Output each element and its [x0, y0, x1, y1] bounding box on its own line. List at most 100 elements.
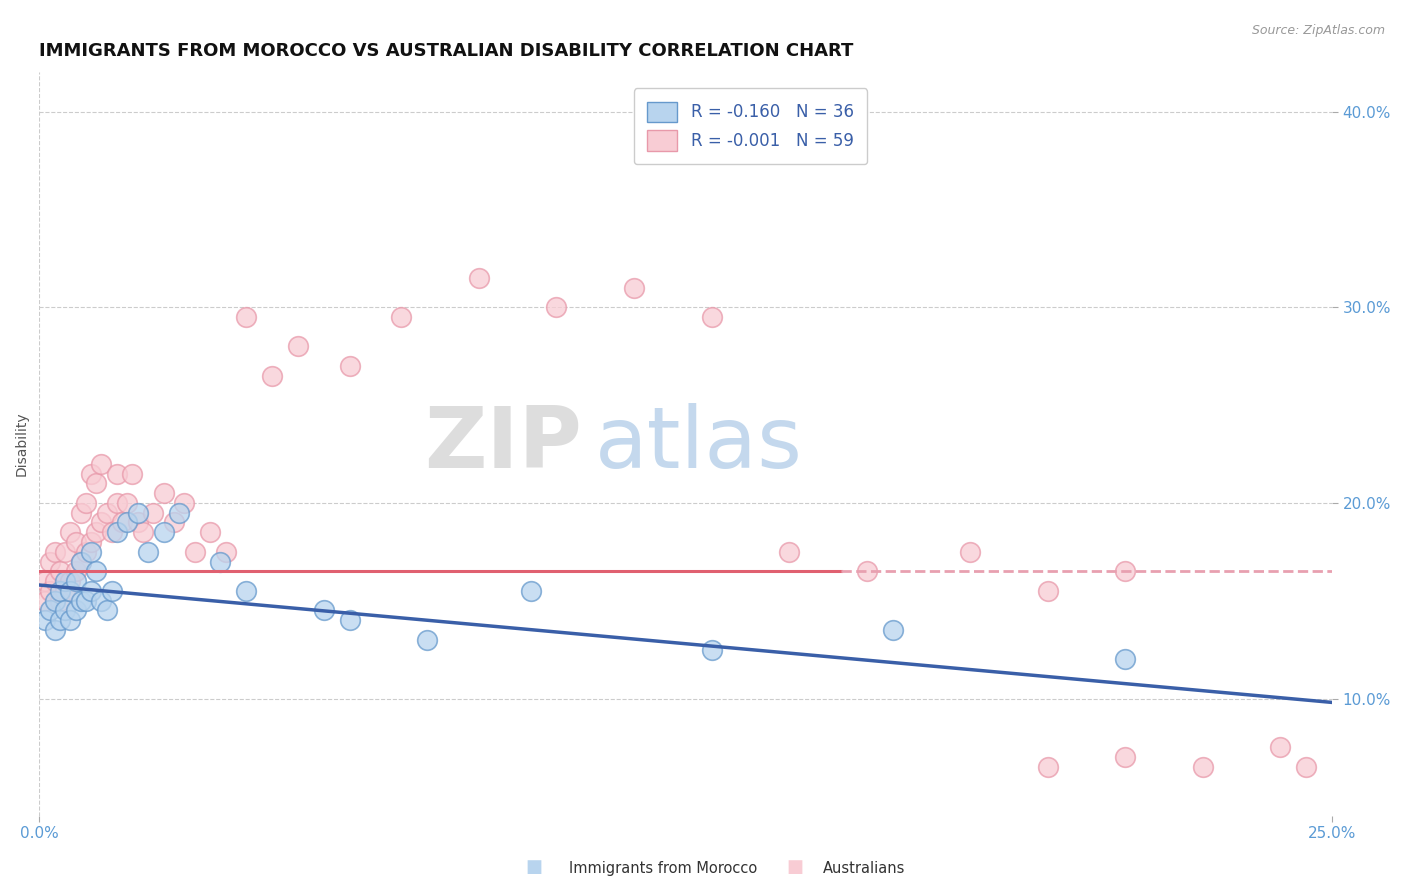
Point — [152, 486, 174, 500]
Point — [53, 603, 76, 617]
Point — [1114, 565, 1136, 579]
Point — [84, 525, 107, 540]
Point — [1036, 760, 1059, 774]
Point — [339, 613, 361, 627]
Point — [69, 555, 91, 569]
Point — [136, 545, 159, 559]
Point — [117, 496, 139, 510]
Point — [235, 310, 257, 324]
Point — [53, 545, 76, 559]
Point — [101, 525, 124, 540]
Point — [38, 555, 60, 569]
Point — [49, 593, 72, 607]
Point — [262, 368, 284, 383]
Point — [49, 613, 72, 627]
Point — [80, 467, 103, 481]
Point — [69, 555, 91, 569]
Point — [287, 339, 309, 353]
Point — [75, 545, 97, 559]
Point — [75, 496, 97, 510]
Point — [546, 300, 568, 314]
Point — [34, 613, 56, 627]
Point — [69, 593, 91, 607]
Text: Australians: Australians — [823, 861, 905, 876]
Text: ■: ■ — [526, 858, 543, 876]
Point — [127, 516, 149, 530]
Point — [59, 574, 82, 588]
Point — [152, 525, 174, 540]
Point — [69, 506, 91, 520]
Point — [96, 603, 118, 617]
Point — [90, 516, 112, 530]
Point — [167, 506, 190, 520]
Point — [312, 603, 335, 617]
Point — [59, 583, 82, 598]
Point — [235, 583, 257, 598]
Point — [53, 583, 76, 598]
Point — [132, 525, 155, 540]
Point — [1114, 750, 1136, 764]
Legend: R = -0.160   N = 36, R = -0.001   N = 59: R = -0.160 N = 36, R = -0.001 N = 59 — [634, 88, 868, 164]
Point — [59, 525, 82, 540]
Point — [38, 603, 60, 617]
Point — [65, 603, 87, 617]
Point — [59, 613, 82, 627]
Text: Immigrants from Morocco: Immigrants from Morocco — [569, 861, 758, 876]
Point — [117, 516, 139, 530]
Point — [1191, 760, 1213, 774]
Point — [90, 457, 112, 471]
Point — [34, 593, 56, 607]
Text: ZIP: ZIP — [425, 402, 582, 485]
Point — [173, 496, 195, 510]
Point — [96, 506, 118, 520]
Point — [214, 545, 236, 559]
Point — [882, 623, 904, 637]
Point — [1114, 652, 1136, 666]
Point — [1270, 740, 1292, 755]
Point — [468, 271, 491, 285]
Point — [142, 506, 165, 520]
Point — [339, 359, 361, 373]
Point — [84, 476, 107, 491]
Point — [183, 545, 205, 559]
Point — [44, 574, 66, 588]
Point — [101, 583, 124, 598]
Point — [105, 525, 128, 540]
Point — [778, 545, 800, 559]
Point — [700, 310, 723, 324]
Point — [49, 565, 72, 579]
Point — [105, 496, 128, 510]
Point — [44, 545, 66, 559]
Point — [80, 545, 103, 559]
Point — [389, 310, 412, 324]
Point — [111, 516, 134, 530]
Point — [700, 642, 723, 657]
Text: Source: ZipAtlas.com: Source: ZipAtlas.com — [1251, 24, 1385, 37]
Point — [34, 574, 56, 588]
Point — [80, 583, 103, 598]
Point — [855, 565, 877, 579]
Point — [127, 506, 149, 520]
Point — [519, 583, 541, 598]
Point — [65, 565, 87, 579]
Point — [84, 565, 107, 579]
Point — [959, 545, 981, 559]
Point — [1036, 583, 1059, 598]
Point — [53, 574, 76, 588]
Point — [44, 623, 66, 637]
Point — [80, 535, 103, 549]
Point — [209, 555, 232, 569]
Point — [49, 583, 72, 598]
Point — [65, 574, 87, 588]
Point — [1295, 760, 1317, 774]
Point — [38, 583, 60, 598]
Point — [75, 593, 97, 607]
Point — [623, 280, 645, 294]
Point — [163, 516, 186, 530]
Point — [121, 467, 143, 481]
Point — [44, 593, 66, 607]
Text: ■: ■ — [786, 858, 803, 876]
Point — [198, 525, 221, 540]
Point — [416, 632, 439, 647]
Text: atlas: atlas — [595, 402, 803, 485]
